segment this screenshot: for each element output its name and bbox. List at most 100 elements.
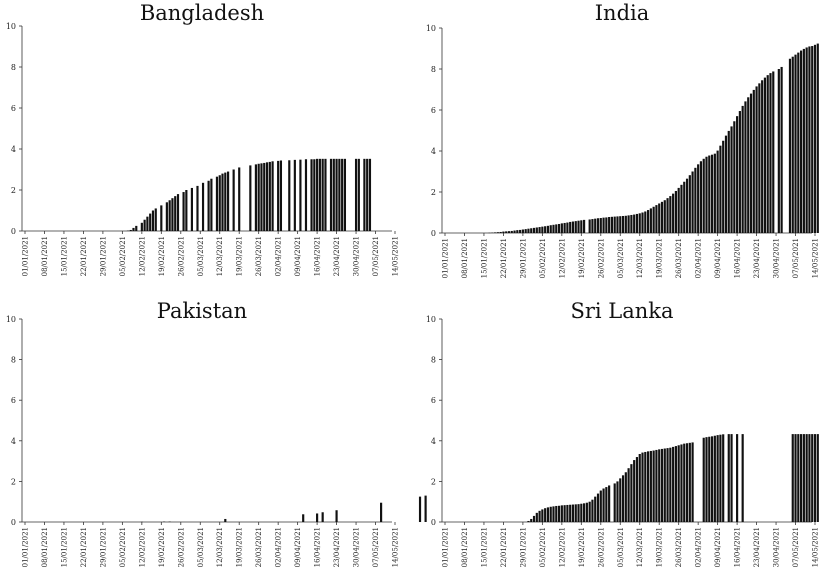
bar: [569, 221, 572, 233]
bar: [505, 231, 508, 233]
bar: [663, 200, 666, 233]
bar: [660, 201, 664, 233]
bar: [566, 222, 569, 233]
bar: [716, 150, 719, 233]
x-tick-label: 01/01/2021: [22, 236, 30, 276]
x-tick-label: 16/04/2021: [734, 527, 742, 567]
bar: [749, 93, 753, 233]
x-tick-label: 05/02/2021: [119, 236, 127, 276]
bar: [335, 510, 338, 522]
bar: [599, 218, 602, 233]
bar: [516, 230, 519, 233]
y-tick-label: 4: [431, 147, 436, 156]
bar: [160, 205, 163, 232]
bar: [332, 158, 335, 231]
y-tick-label: 6: [431, 106, 436, 115]
x-tick-label: 07/05/2021: [792, 238, 800, 278]
bar: [710, 436, 714, 522]
y-tick-label: 2: [11, 186, 16, 195]
y-tick-label: 0: [431, 229, 436, 238]
x-tick-label: 16/04/2021: [734, 238, 742, 278]
x-tick-label: 19/03/2021: [236, 527, 244, 567]
bar: [708, 436, 711, 522]
bar: [638, 454, 641, 522]
bar: [263, 162, 266, 231]
x-tick-label: 09/04/2021: [714, 527, 722, 567]
bar: [218, 175, 221, 231]
bar: [418, 496, 422, 523]
bar: [633, 214, 636, 233]
y-tick-label: 10: [6, 315, 16, 324]
x-tick-label: 16/04/2021: [314, 527, 322, 567]
bar: [224, 172, 227, 231]
y-tick-label: 4: [431, 437, 436, 446]
x-tick-label: 09/04/2021: [714, 238, 722, 278]
bar: [299, 159, 302, 231]
bar: [190, 187, 193, 231]
x-tick-label: 15/01/2021: [480, 527, 488, 567]
x-tick-label: 01/01/2021: [22, 527, 30, 567]
bar: [549, 506, 552, 522]
bar: [571, 221, 575, 233]
bar: [182, 192, 185, 231]
x-tick-label: 23/04/2021: [333, 527, 341, 567]
bar: [602, 488, 605, 522]
bar: [699, 161, 703, 233]
bar: [641, 212, 644, 233]
x-tick-label: 08/01/2021: [41, 527, 49, 567]
bar: [588, 219, 591, 233]
bar: [316, 158, 319, 231]
bar: [691, 171, 694, 233]
bar: [207, 180, 210, 231]
bar: [635, 213, 639, 233]
bar: [724, 135, 728, 234]
bar: [146, 216, 149, 231]
bar: [649, 208, 652, 233]
bar: [254, 164, 257, 232]
bar: [221, 173, 224, 231]
bar: [265, 162, 269, 231]
x-tick-label: 02/04/2021: [275, 236, 283, 276]
bar: [652, 206, 655, 233]
bar: [260, 163, 263, 231]
x-tick-label: 05/03/2021: [617, 238, 625, 278]
y-tick-label: 8: [431, 356, 436, 365]
bar: [722, 140, 725, 233]
x-tick-label: 07/05/2021: [372, 527, 380, 567]
bar: [176, 194, 180, 231]
x-tick-label: 07/05/2021: [372, 236, 380, 276]
bar: [674, 190, 677, 233]
x-tick-label: 26/02/2021: [177, 236, 185, 276]
x-tick-label: 12/02/2021: [138, 236, 146, 276]
bar: [763, 77, 767, 233]
x-tick-label: 30/04/2021: [353, 527, 361, 567]
bar: [591, 219, 594, 233]
bar: [613, 216, 616, 233]
bar: [808, 434, 811, 522]
bar: [800, 50, 803, 233]
x-tick-label: 02/04/2021: [275, 527, 283, 567]
x-tick-label: 05/02/2021: [539, 238, 547, 278]
y-tick-label: 10: [6, 22, 16, 31]
x-tick-label: 19/02/2021: [158, 527, 166, 567]
x-tick-label: 08/01/2021: [461, 527, 469, 567]
bar: [521, 229, 524, 233]
bar: [318, 158, 321, 231]
bar: [524, 229, 527, 233]
bar: [730, 126, 733, 233]
bar: [777, 69, 780, 233]
x-tick-label: 19/03/2021: [236, 236, 244, 276]
bar: [577, 220, 580, 233]
bar: [271, 161, 274, 231]
x-tick-label: 23/04/2021: [753, 238, 761, 278]
bar: [552, 224, 555, 233]
bar: [688, 175, 691, 233]
bar: [541, 509, 544, 522]
bar: [738, 111, 741, 233]
bar: [658, 203, 661, 233]
bar: [758, 83, 761, 233]
bar: [663, 448, 666, 522]
bar: [201, 182, 205, 231]
x-tick-label: 12/03/2021: [216, 527, 224, 567]
x-tick-label: 09/04/2021: [294, 236, 302, 276]
